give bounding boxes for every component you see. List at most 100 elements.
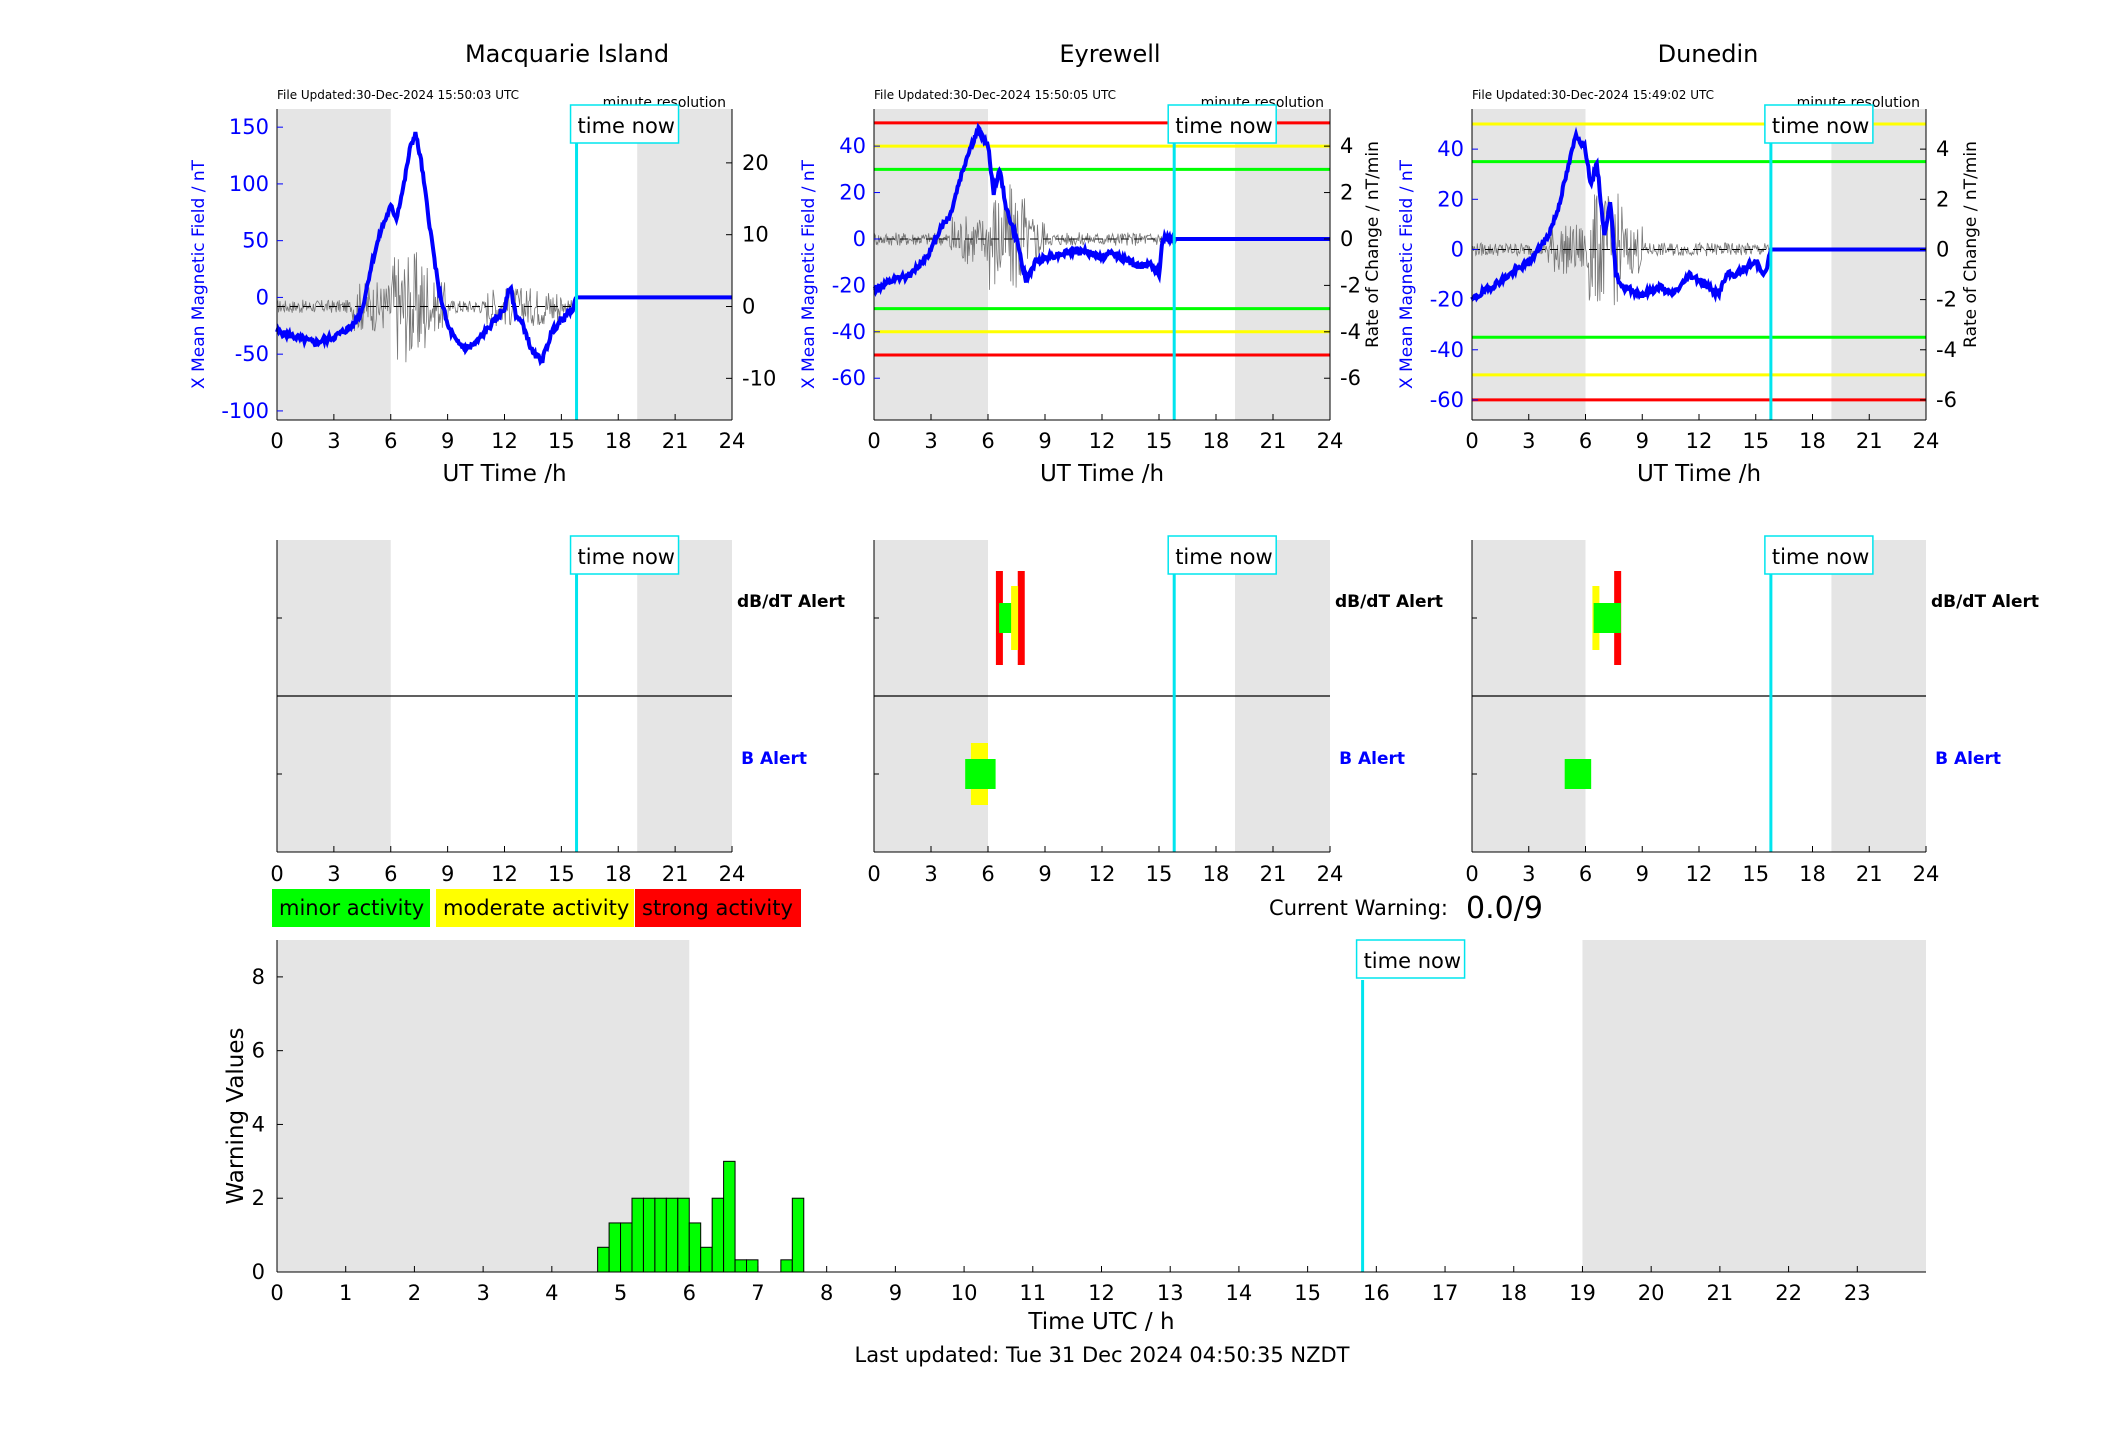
- x-tick-label: 3: [327, 862, 340, 886]
- right-tick-label: 10: [742, 223, 769, 247]
- x-tick-label: 12: [1089, 862, 1116, 886]
- x-tick-label: 1: [339, 1281, 352, 1305]
- right-tick-label: 2: [1340, 181, 1353, 205]
- time-now-box: [1167, 535, 1277, 575]
- station-title: Eyrewell: [1059, 40, 1160, 68]
- legend-moderate-label: moderate activity: [443, 896, 629, 920]
- left-tick-label: 0: [853, 227, 866, 251]
- x-tick-label: 9: [441, 429, 454, 453]
- x-tick-label: 18: [1203, 862, 1230, 886]
- b-alert-bar: [965, 759, 996, 789]
- station-panel-dunedin: Dunedin File Updated:30-Dec-2024 15:49:02…: [1397, 40, 2039, 886]
- x-tick-label: 15: [1146, 862, 1173, 886]
- x-tick-label: 24: [1913, 429, 1940, 453]
- night-band: [1235, 109, 1330, 420]
- left-y-axis-label: X Mean Magnetic Field / nT: [1397, 159, 1417, 389]
- legend-strong-label: strong activity: [642, 896, 793, 920]
- y-tick-label: 6: [252, 1039, 265, 1063]
- warning-bar: [654, 1197, 667, 1273]
- right-tick-label: 0: [1340, 227, 1353, 251]
- x-tick-label: 15: [1742, 429, 1769, 453]
- x-tick-label: 6: [981, 862, 994, 886]
- x-tick-label: 22: [1775, 1281, 1802, 1305]
- x-tick-label: 9: [889, 1281, 902, 1305]
- warning-bar: [734, 1259, 748, 1273]
- station-panel-macquarie-island: Macquarie Island File Updated:30-Dec-2024…: [189, 40, 845, 886]
- right-y-axis-label: Rate of Change / nT/min: [1363, 141, 1383, 348]
- warning-bar: [711, 1197, 725, 1273]
- x-tick-label: 13: [1157, 1281, 1184, 1305]
- right-tick-label: -4: [1936, 338, 1957, 362]
- left-tick-label: 40: [1437, 137, 1464, 161]
- right-tick-label: 2: [1936, 187, 1949, 211]
- x-mean-field-trace: [275, 131, 732, 367]
- x-tick-label: 18: [1799, 429, 1826, 453]
- right-tick-label: -10: [742, 366, 776, 390]
- right-tick-label: 0: [1936, 237, 1949, 261]
- time-now-label: time now: [578, 114, 675, 138]
- x-tick-label: 3: [924, 862, 937, 886]
- time-now-label: time now: [1175, 114, 1272, 138]
- x-tick-label: 18: [605, 862, 632, 886]
- y-tick-label: 2: [252, 1186, 265, 1210]
- night-band: [637, 109, 732, 420]
- x-mean-field-trace: [872, 122, 1330, 297]
- x-axis-label: UT Time /h: [442, 461, 566, 487]
- left-tick-label: -100: [221, 399, 269, 423]
- station-title: Dunedin: [1658, 40, 1759, 68]
- x-tick-label: 12: [491, 429, 518, 453]
- x-tick-label: 0: [1465, 862, 1478, 886]
- right-tick-label: 0: [742, 295, 755, 319]
- right-tick-label: -4: [1340, 320, 1361, 344]
- x-tick-label: 18: [1799, 862, 1826, 886]
- x-tick-label: 12: [1686, 429, 1713, 453]
- left-tick-label: 150: [229, 115, 269, 139]
- x-tick-label: 3: [476, 1281, 489, 1305]
- time-now-box: [1764, 104, 1874, 144]
- left-tick-label: 0: [1451, 237, 1464, 261]
- legend-moderate-swatch: [436, 889, 634, 927]
- x-tick-label: 21: [1856, 429, 1883, 453]
- x-tick-label: 6: [981, 429, 994, 453]
- left-tick-label: -60: [832, 366, 866, 390]
- time-now-box: [1764, 535, 1874, 575]
- x-tick-label: 15: [1742, 862, 1769, 886]
- x-axis-label: Time UTC / h: [1027, 1309, 1174, 1335]
- right-tick-label: -6: [1340, 366, 1361, 390]
- dbdt-alert-bar: [1593, 603, 1608, 633]
- left-tick-label: 20: [839, 181, 866, 205]
- x-mean-field-trace: [1470, 126, 1926, 303]
- x-tick-label: 14: [1226, 1281, 1253, 1305]
- file-updated-note: File Updated:30-Dec-2024 15:50:05 UTC: [874, 88, 1116, 102]
- x-tick-label: 6: [683, 1281, 696, 1305]
- x-tick-label: 18: [605, 429, 632, 453]
- warning-bar: [791, 1197, 805, 1273]
- x-tick-label: 3: [924, 429, 937, 453]
- dbdt-alert-bar: [999, 603, 1014, 633]
- legend-minor-label: minor activity: [279, 896, 424, 920]
- station-panels: Macquarie Island File Updated:30-Dec-2024…: [189, 40, 2039, 886]
- x-tick-label: 21: [1856, 862, 1883, 886]
- x-tick-label: 24: [1317, 862, 1344, 886]
- time-now-label: time now: [1772, 545, 1869, 569]
- x-tick-label: 9: [1038, 862, 1051, 886]
- time-now-label: time now: [1175, 545, 1272, 569]
- x-tick-label: 0: [1465, 429, 1478, 453]
- x-tick-label: 9: [1636, 429, 1649, 453]
- x-tick-label: 7: [751, 1281, 764, 1305]
- x-tick-label: 0: [270, 862, 283, 886]
- night-band: [1831, 109, 1926, 420]
- x-tick-label: 21: [1260, 862, 1287, 886]
- dbdt-alert-bar: [1017, 571, 1025, 665]
- time-now-box: [1355, 939, 1466, 979]
- left-tick-label: 100: [229, 172, 269, 196]
- activity-legend: minor activity moderate activity strong …: [272, 889, 801, 927]
- station-title: Macquarie Island: [465, 40, 669, 68]
- x-tick-label: 20: [1638, 1281, 1665, 1305]
- x-tick-label: 24: [1317, 429, 1344, 453]
- x-axis-label: UT Time /h: [1637, 461, 1761, 487]
- left-tick-label: -60: [1430, 388, 1464, 412]
- station-panel-eyrewell: Eyrewell File Updated:30-Dec-2024 15:50:0…: [799, 40, 1443, 886]
